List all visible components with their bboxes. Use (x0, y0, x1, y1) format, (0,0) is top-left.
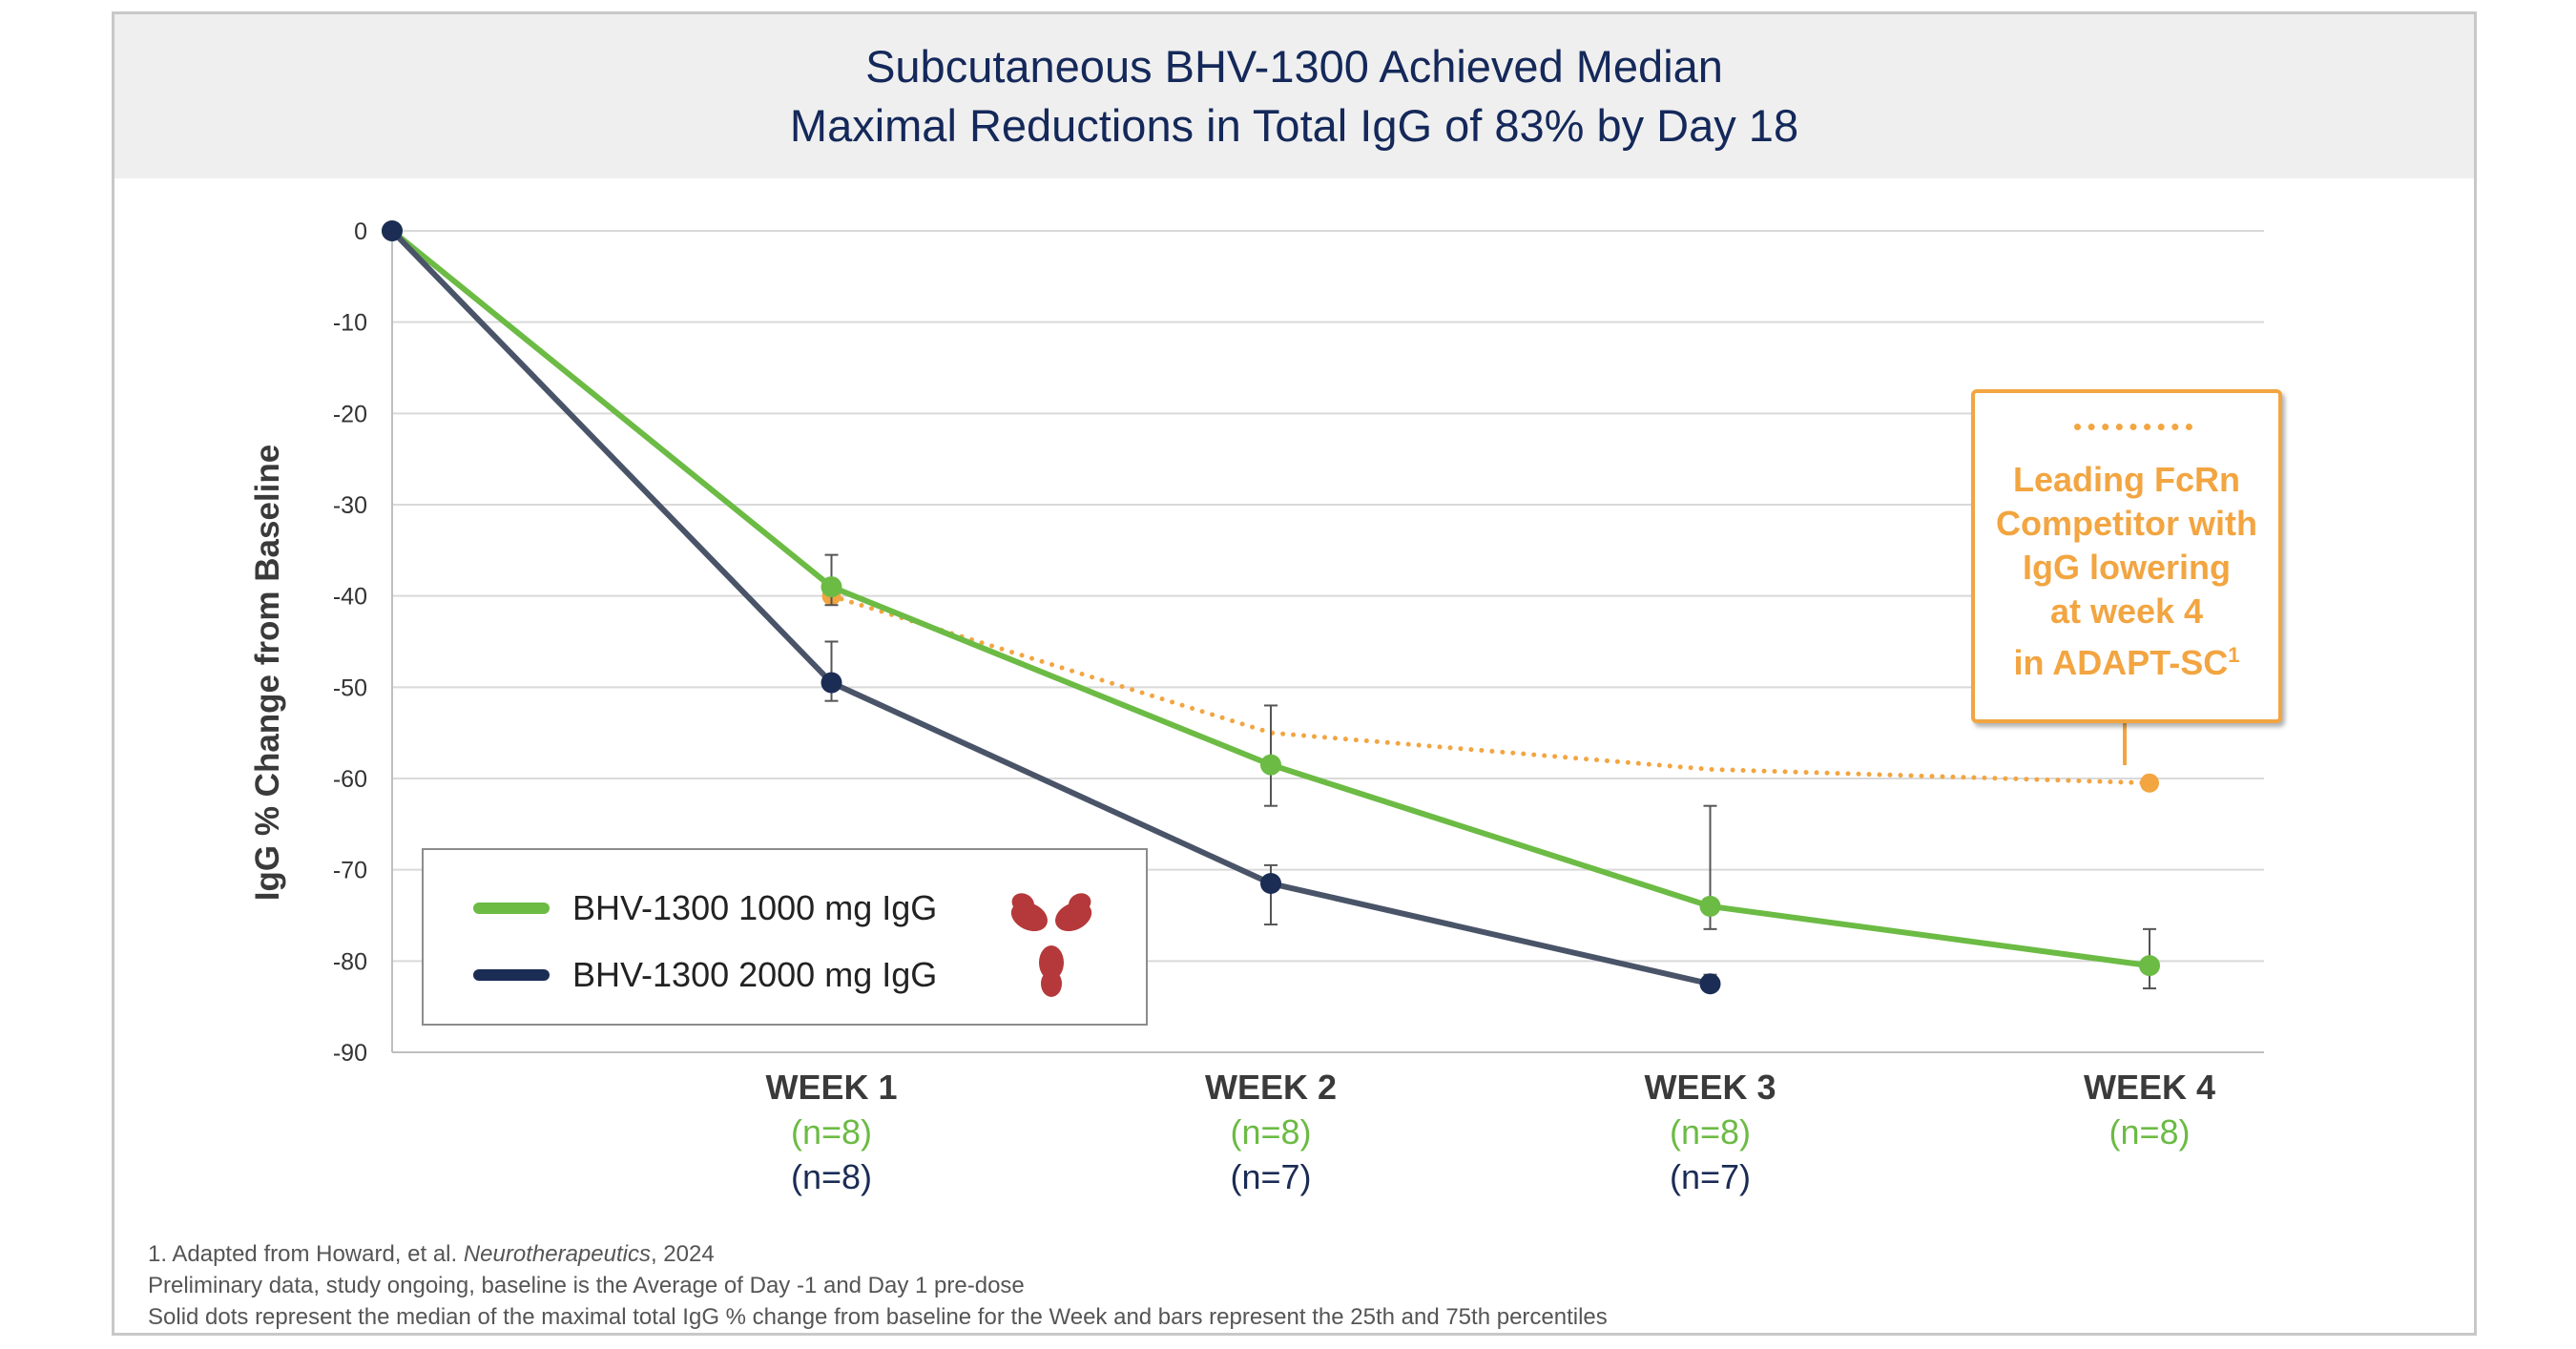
data-point-navy (821, 672, 842, 694)
series-navy (382, 220, 1721, 995)
footnotes: 1. Adapted from Howard, et al. Neurother… (148, 1238, 1608, 1333)
legend-label-1000mg: BHV-1300 1000 mg IgG (572, 888, 938, 927)
footnote-explanation: Solid dots represent the median of the m… (148, 1304, 1608, 1330)
competitor-callout: Leading FcRn Competitor with IgG lowerin… (1971, 389, 2282, 723)
legend-item-1000mg: BHV-1300 1000 mg IgG (473, 888, 937, 928)
y-tick-label: -80 (333, 948, 367, 975)
y-tick-label: -60 (333, 766, 367, 793)
series-green (382, 220, 2160, 990)
data-point-green (1260, 754, 1281, 776)
y-tick-label: -50 (333, 674, 367, 701)
title-line-2: Maximal Reductions in Total IgG of 83% b… (789, 100, 1799, 151)
callout-line-5: in ADAPT-SC (2013, 643, 2229, 682)
axes (391, 231, 2264, 1053)
y-tick-label: -40 (333, 584, 367, 611)
callout-line: Competitor with (1996, 504, 2257, 543)
legend-swatch-green (473, 903, 550, 914)
y-tick-label: -30 (333, 492, 367, 519)
y-tick-label: 0 (354, 218, 367, 245)
data-point-navy (1260, 873, 1281, 895)
callout-text: Leading FcRn Competitor with IgG lowerin… (1975, 458, 2278, 685)
legend: BHV-1300 1000 mg IgG BHV-1300 2000 mg Ig… (422, 848, 1148, 1026)
callout-superscript: 1 (2228, 643, 2240, 667)
title-line-1: Subcutaneous BHV-1300 Achieved Median (865, 41, 1723, 92)
series-line-competitor (829, 593, 2152, 786)
series-orange (821, 586, 2159, 793)
n-count-1000mg: (n=8) (2109, 1112, 2190, 1152)
series (382, 220, 2160, 995)
footnote-reference: 1. Adapted from Howard, et al. Neurother… (148, 1238, 1608, 1270)
week-label: WEEK 1 (765, 1068, 897, 1107)
week-label: WEEK 3 (1644, 1068, 1776, 1107)
n-count-2000mg: (n=8) (791, 1157, 872, 1196)
callout-line: Leading FcRn (2012, 460, 2240, 499)
title-band: Subcutaneous BHV-1300 Achieved Median Ma… (114, 14, 2474, 178)
data-point-navy (1699, 973, 1721, 995)
n-count-1000mg: (n=8) (1230, 1112, 1311, 1152)
n-count-1000mg: (n=8) (1670, 1112, 1751, 1152)
y-tick-label: -10 (333, 310, 367, 337)
y-axis-label: IgG % Change from Baseline (249, 445, 286, 901)
data-point-green (1699, 895, 1721, 917)
y-tick-labels: 0 -10 -20 -30 -40 -50 -60 -70 -80 -90 (333, 218, 367, 1067)
y-tick-label: -70 (333, 858, 367, 884)
antibody-icon (1010, 893, 1092, 997)
footnote-preliminary: Preliminary data, study ongoing, baselin… (148, 1273, 1025, 1298)
week-label: WEEK 2 (1205, 1068, 1337, 1107)
callout-line: IgG lowering (2022, 548, 2231, 587)
data-point-navy (382, 220, 403, 241)
y-tick-label: -90 (333, 1040, 367, 1067)
callout-line: at week 4 (2049, 591, 2204, 631)
footnote-ref-suffix: , 2024 (650, 1241, 715, 1267)
n-count-2000mg: (n=7) (1230, 1157, 1311, 1196)
n-count-2000mg: (n=7) (1670, 1157, 1751, 1196)
data-point-green (2139, 955, 2160, 977)
legend-swatch-navy (473, 969, 550, 981)
y-tick-label: -20 (333, 401, 367, 427)
data-point-green (821, 576, 842, 598)
callout-line-last: in ADAPT-SC1 (1975, 633, 2278, 685)
legend-label-2000mg: BHV-1300 2000 mg IgG (572, 955, 938, 994)
callout-dotted-line (2074, 424, 2192, 430)
footnote-ref-prefix: 1. Adapted from Howard, et al. (148, 1241, 464, 1267)
n-count-1000mg: (n=8) (791, 1112, 872, 1152)
series-line-navy (389, 228, 1712, 987)
week-label: WEEK 4 (2084, 1068, 2215, 1107)
data-point-competitor (2140, 773, 2159, 793)
x-category-labels: WEEK 1 (n=8) (n=8) WEEK 2 (n=8) (n=7) WEEK 3 (n… (765, 1068, 2215, 1196)
footnote-ref-journal: Neurotherapeutics (463, 1241, 651, 1267)
legend-item-2000mg: BHV-1300 2000 mg IgG (473, 955, 937, 995)
